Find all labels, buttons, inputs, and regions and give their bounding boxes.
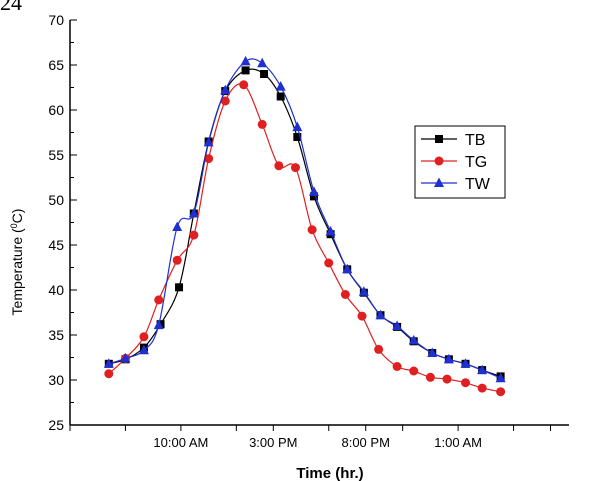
y-axis-label: Temperature (0C): [9, 209, 25, 316]
y-tick-label: 25: [48, 417, 64, 433]
data-point: [408, 334, 419, 345]
data-point: [427, 347, 438, 357]
data-point: [460, 358, 471, 368]
data-point: [239, 80, 249, 90]
data-point: [138, 344, 149, 355]
legend-swatch-marker: [435, 135, 443, 143]
x-tick-label: 3:00 PM: [249, 435, 297, 450]
legend-label: TW: [465, 176, 491, 193]
data-point: [374, 344, 384, 354]
x-axis-label: Time (hr.): [296, 465, 363, 481]
data-point: [189, 230, 199, 240]
clipped-caption-span: 24 hours.: [0, 0, 54, 14]
legend: TB TG TW: [414, 125, 506, 199]
data-point: [120, 352, 131, 363]
data-point: [358, 286, 369, 296]
data-point: [257, 57, 268, 68]
data-point: [325, 226, 336, 236]
x-axis: 10:00 AM 3:00 PM 8:00 PM 1:00 AM: [69, 425, 552, 450]
y-tick-label: 40: [48, 282, 64, 298]
data-point: [260, 70, 269, 78]
legend-label: TG: [465, 154, 487, 171]
legend-box: [414, 125, 506, 199]
data-point: [477, 364, 488, 375]
data-point: [425, 372, 435, 382]
data-point: [461, 378, 471, 388]
data-point: [477, 383, 487, 393]
series-line: [108, 58, 501, 379]
data-point: [308, 186, 319, 196]
data-point: [139, 332, 149, 342]
x-tick-label: 1:00 AM: [434, 435, 482, 450]
y-axis-label-superscript: 0: [9, 223, 19, 228]
data-point: [274, 161, 284, 171]
data-point: [172, 221, 183, 231]
y-axis-label-suffix: C): [9, 209, 25, 224]
data-point: [392, 320, 403, 330]
y-tick-label: 45: [48, 237, 64, 253]
data-point: [220, 96, 230, 106]
legend-entry: TB: [421, 132, 485, 149]
clipped-caption-text: 24 hours.: [0, 0, 80, 14]
data-point: [220, 84, 231, 95]
x-tick-label: 8:00 PM: [341, 435, 389, 450]
y-axis: 25 30 35 40 45 50 55 60 65 70: [48, 12, 77, 433]
plot-frame: [69, 20, 569, 426]
y-axis-label-prefix: Temperature (: [9, 228, 25, 315]
data-point: [340, 290, 350, 299]
data-point: [293, 133, 302, 141]
data-point: [275, 81, 286, 91]
legend-swatch-marker: [434, 177, 444, 187]
data-point: [103, 358, 114, 368]
data-point: [104, 369, 114, 379]
legend-entry: TG: [421, 154, 487, 171]
data-point: [188, 208, 199, 218]
data-point: [241, 66, 250, 75]
y-tick-label: 65: [48, 57, 64, 73]
data-point: [307, 225, 317, 235]
y-tick-label: 60: [48, 102, 64, 118]
data-point: [392, 362, 402, 371]
data-point: [443, 353, 454, 364]
legend-label: TB: [465, 132, 485, 149]
data-point: [203, 136, 214, 147]
legend-entry: TW: [421, 176, 491, 193]
y-tick-label: 35: [48, 327, 64, 343]
data-point: [357, 311, 367, 321]
y-tick-label: 50: [48, 192, 64, 208]
data-point: [496, 387, 506, 397]
data-point: [154, 295, 164, 305]
series-tw: [103, 55, 506, 383]
x-tick-label: 10:00 AM: [153, 435, 208, 450]
data-point: [276, 92, 285, 101]
data-point: [324, 258, 334, 268]
data-point: [175, 283, 184, 292]
data-point: [290, 163, 300, 173]
data-point: [240, 55, 251, 66]
data-point: [257, 119, 267, 129]
data-point: [204, 154, 214, 164]
data-point: [153, 319, 164, 330]
data-point: [375, 309, 386, 320]
data-point: [409, 366, 419, 376]
data-point: [442, 374, 452, 384]
series-line: [108, 68, 501, 377]
y-tick-label: 30: [48, 372, 64, 388]
y-tick-label: 55: [48, 147, 64, 163]
data-point: [309, 192, 318, 201]
data-point: [342, 263, 353, 274]
data-point: [292, 121, 303, 132]
series-tb: [104, 66, 505, 381]
y-tick-label: 70: [48, 12, 64, 28]
data-point: [495, 372, 506, 383]
legend-swatch-marker: [434, 156, 444, 166]
series-layer: [103, 55, 506, 397]
data-point: [172, 255, 182, 265]
